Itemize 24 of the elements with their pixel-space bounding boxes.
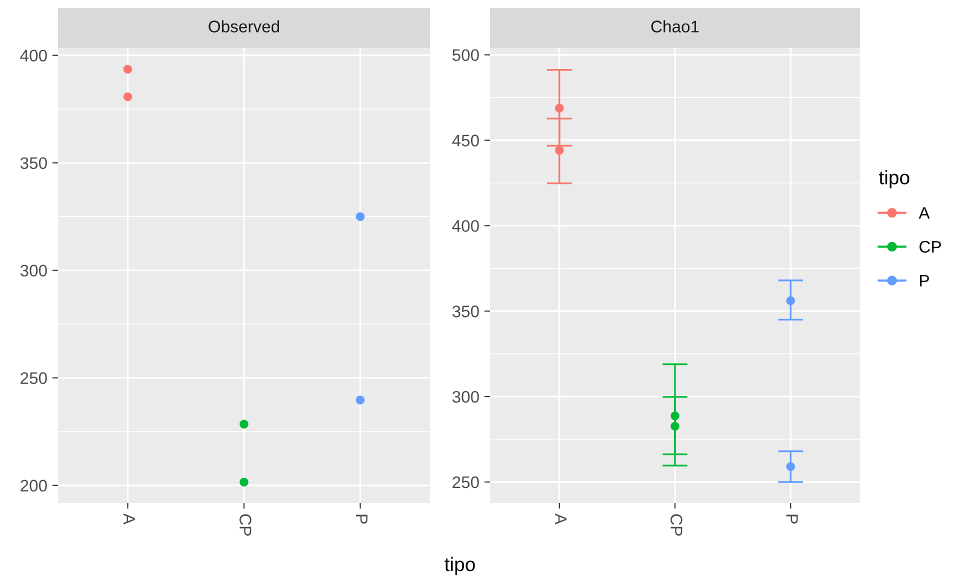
y-tick-label: 450: [452, 134, 479, 146]
y-tick-label: 400: [452, 220, 479, 232]
x-tick-label: CP: [240, 514, 252, 536]
y-tick-label: 350: [452, 306, 479, 318]
y-tick-label: 300: [452, 390, 479, 403]
legend-title: tipo: [878, 170, 910, 188]
x-tick-label: A: [555, 513, 567, 524]
y-tick-label: 250: [20, 372, 47, 384]
y-tick-label: 400: [20, 50, 47, 62]
legend-label: CP: [920, 240, 941, 253]
chart-title: Chao1: [651, 20, 699, 32]
legend-label: A: [918, 207, 930, 219]
chart-title: Observed: [208, 20, 280, 32]
y-tick-label: 200: [20, 480, 47, 492]
y-tick-label: 300: [20, 264, 47, 277]
y-tick-label: 250: [452, 476, 479, 488]
x-tick-label: P: [786, 514, 798, 524]
y-tick-label: 350: [20, 157, 47, 170]
x-tick-label: A: [123, 513, 135, 524]
x-tick-label: CP: [670, 514, 682, 536]
y-tick-label: 500: [452, 49, 479, 62]
x-tick-label: P: [356, 514, 368, 524]
legend-label: P: [920, 274, 929, 286]
x-axis-title: tipo: [444, 556, 475, 576]
